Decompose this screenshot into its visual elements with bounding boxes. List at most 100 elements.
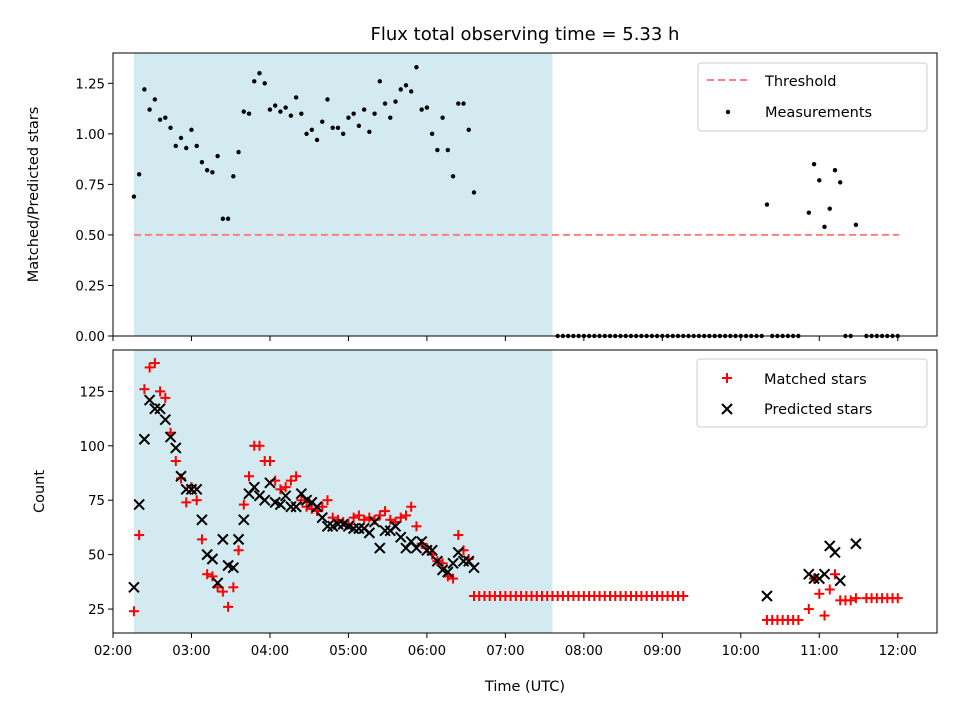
matched-star-point [850,593,861,604]
x-axis-ticks: 02:00 03:00 04:00 05:00 06:00 07:00 08:00 09:00… [94,633,917,659]
matched-star-point [264,456,275,467]
matched-star-point [202,569,213,580]
measurement-point [419,107,424,112]
predicted-star-point [415,535,428,548]
x-tick-label: 06:00 [408,644,446,659]
y-tick-label: 25 [88,603,105,618]
measurement-point [398,87,403,92]
predicted-star-point [164,431,177,443]
measurement-point [293,95,299,100]
predicted-star-point [248,481,260,493]
predicted-star-point [363,527,376,539]
x-tick-label: 10:00 [722,644,760,659]
bottom-axes-frame [112,349,938,634]
x-tick-label: 03:00 [172,644,210,659]
measurement-point [210,170,215,175]
matched-star-point [170,456,181,467]
predicted-star-point [185,483,198,496]
matched-star-point [275,484,286,495]
matched-star-point [144,362,155,373]
matched-star-point [280,482,291,493]
measurement-point [309,127,315,133]
chart-title: Flux total observing time = 5.33 h [371,24,680,45]
measurement-point [178,135,184,141]
matched-star-point [406,501,417,512]
measurement-point [409,89,414,94]
measurement-point [199,159,205,165]
measurement-point [267,107,273,112]
predicted-star-point [321,520,334,533]
measurement-point [838,180,843,185]
legend-matched-swatch [722,373,732,383]
matched-star-point [139,384,150,395]
x-tick-label: 04:00 [251,644,289,659]
matched-star-point [814,588,825,599]
predicted-star-point [452,546,465,559]
measurement-point [246,111,252,116]
legend-matched-label: Matched stars [764,372,867,388]
matched-star-point [395,512,406,523]
measurement-point [806,210,812,215]
measurement-point [832,168,838,173]
x-tick-label: 09:00 [643,644,681,659]
predicted-star-point [332,518,344,530]
x-axis-ticks [112,336,899,341]
measurement-point [325,97,330,102]
legend-matched-marker [722,373,732,383]
measurement-point [377,79,383,84]
measurement-point [278,109,283,114]
measurement-point [299,111,304,116]
matched-star-point [223,601,234,612]
predicted-star-point [259,494,271,506]
predicted-star-point [818,568,831,580]
matched-star-point [181,497,192,508]
measurement-point [168,125,173,130]
measurement-point [152,97,158,102]
matched-star-point [291,471,302,482]
predicted-star-point [457,555,470,567]
measurement-point [435,147,440,153]
measurement-point [184,145,189,151]
matched-star-point [819,610,830,621]
matched-star-point [380,506,391,517]
matched-star-point [353,510,364,521]
predicted-star-point [154,403,166,415]
x-tick-label: 02:00 [94,644,132,659]
predicted-star-point [379,524,391,537]
matched-star-point [317,501,328,512]
measurement-point [440,115,445,120]
bottom-panel: 25 50 75 100 125 02:00 03:00 04:00 05:00 06:00 07… [32,349,938,695]
predicted-star-point [442,566,454,578]
measurement-point [320,119,325,124]
measurement-point [351,111,356,116]
measurement-point [163,115,168,120]
matched-star-point [207,571,218,582]
matched-star-point [217,586,228,597]
predicted-star-point [138,433,151,445]
y-axis-label: Count [32,470,48,513]
predicted-star-point [761,590,773,602]
matched-star-point [155,386,166,397]
legend-threshold-label: Threshold [764,74,836,90]
measurement-point [827,206,832,211]
y-axis-label: Matched/Predicted stars [26,107,42,283]
predicted-star-point [133,498,145,511]
predicted-star-point [395,531,407,543]
predicted-star-point [175,470,187,482]
predicted-star-point [191,483,203,496]
y-tick-label: 100 [80,440,105,455]
matched-star-point [322,495,333,506]
measurement-point [304,131,309,137]
matched-star-point [233,545,244,556]
measurement-point [372,111,377,116]
predicted-star-point [196,514,208,526]
measurement-point [340,131,346,137]
matched-star-point [296,495,307,506]
predicted-star-point [217,533,229,546]
legend-measurements-label: Measurements [765,105,872,121]
predicted-star-point [347,522,360,535]
legend-box [696,358,928,428]
matched-star-point [448,573,459,584]
predicted-star-point [149,403,161,415]
